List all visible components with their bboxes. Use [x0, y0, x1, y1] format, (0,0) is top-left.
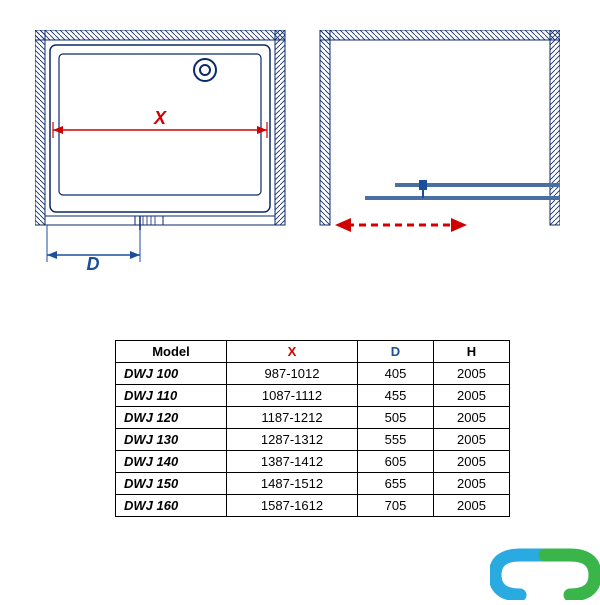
d-dimension: D [47, 225, 140, 274]
dimensions-table: ModelXDHDWJ 100987-10124052005DWJ 110108… [115, 340, 510, 517]
x-dimension: X [53, 108, 267, 138]
col-header-d: D [358, 341, 434, 363]
table-row: DWJ 1601587-16127052005 [116, 495, 510, 517]
col-header-x: X [227, 341, 358, 363]
d-label: D [87, 254, 100, 274]
table-row: DWJ 1101087-11124552005 [116, 385, 510, 407]
col-header-model: Model [116, 341, 227, 363]
table-row: DWJ 1501487-15126552005 [116, 473, 510, 495]
watermark-logo [490, 540, 600, 600]
x-label: X [153, 108, 167, 128]
table-row: DWJ 1201187-12125052005 [116, 407, 510, 429]
table-row: DWJ 100987-10124052005 [116, 363, 510, 385]
right-panel [320, 30, 560, 232]
technical-diagram: X D [35, 30, 560, 285]
left-panel: X D [35, 30, 285, 274]
col-header-h: H [434, 341, 510, 363]
table-row: DWJ 1301287-13125552005 [116, 429, 510, 451]
table-row: DWJ 1401387-14126052005 [116, 451, 510, 473]
